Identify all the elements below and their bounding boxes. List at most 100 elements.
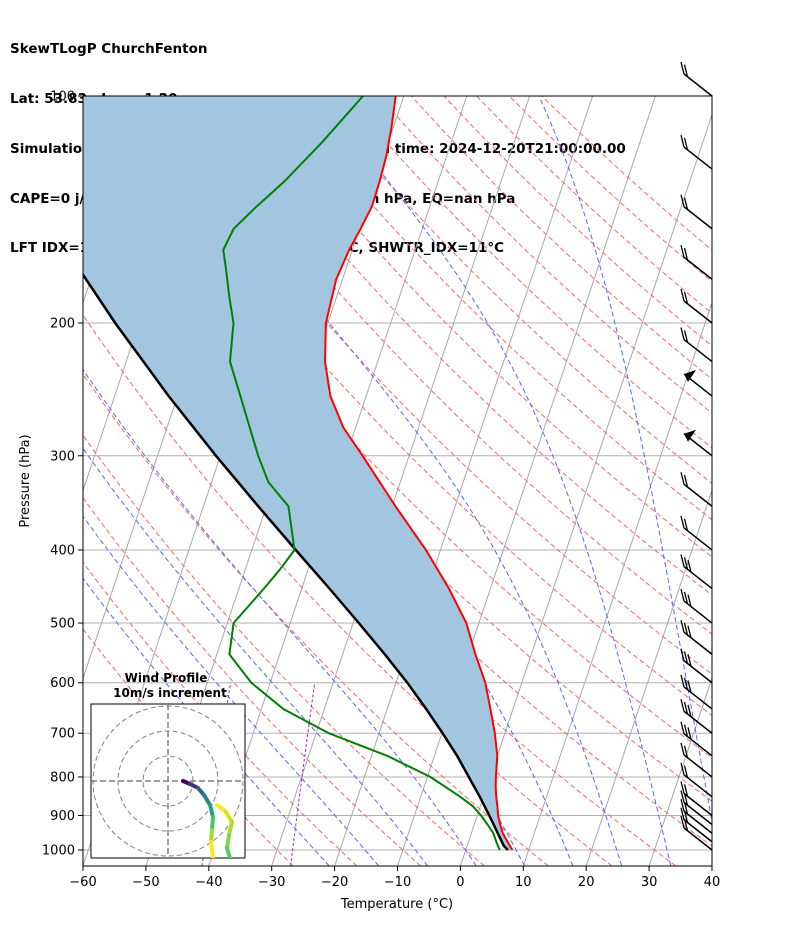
wind-barb: [683, 429, 713, 457]
wind-barb-pennant: [684, 370, 696, 383]
wind-barb: [680, 781, 713, 817]
wind-barb: [680, 648, 713, 684]
wind-barb-feather: [683, 651, 689, 664]
isotherm-line: [775, 96, 794, 866]
dry-adiabat: [83, 256, 677, 866]
wind-barb: [680, 742, 713, 778]
dry-adiabat: [117, 96, 712, 717]
hodograph-trace-segment: [210, 815, 215, 832]
wind-barb-feather: [687, 654, 692, 667]
wind-barb-feather: [680, 327, 685, 340]
wind-barb-staff: [683, 256, 713, 280]
x-tick-label: 20: [578, 875, 595, 890]
wind-barb-staff: [683, 206, 713, 230]
cin-shading: [83, 96, 513, 850]
hodograph-trace-segment: [209, 828, 214, 844]
wind-barb: [680, 790, 713, 826]
wind-barb-feather: [680, 762, 685, 775]
dry-adiabat: [313, 96, 712, 485]
moist-adiabat: [83, 368, 477, 866]
dry-adiabat: [248, 96, 712, 558]
x-tick-label: −10: [384, 875, 411, 890]
wind-barb-staff: [683, 810, 713, 834]
wind-barb-feather: [683, 291, 689, 304]
wind-barb-feather: [683, 557, 689, 570]
wind-barb-feather: [683, 784, 689, 797]
wind-barb: [680, 194, 713, 230]
moist-adiabat: [538, 96, 712, 824]
x-tick-label: 10: [515, 875, 532, 890]
x-axis-label: Temperature (°C): [340, 897, 453, 912]
axes: −60 −50 −40 −30 −20 −10 0 10 20 30 40 100 200 300 400 5…: [42, 90, 720, 891]
dry-adiabat: [83, 373, 549, 866]
x-tick-label: 30: [641, 875, 658, 890]
dry-adiabat: [508, 96, 712, 283]
wind-barb-feather: [683, 793, 689, 806]
wind-barb: [680, 721, 713, 757]
y-tick-label: 700: [50, 727, 75, 742]
wind-barb: [680, 61, 713, 97]
dry-adiabat: [541, 96, 712, 251]
wind-barb-feather: [680, 815, 685, 829]
wind-barb-pennant: [684, 429, 696, 442]
wind-barb-feather: [683, 197, 689, 210]
wind-barb-feather: [687, 704, 692, 717]
wind-barb-staff: [683, 710, 713, 734]
wind-barb-feather: [680, 790, 685, 803]
hodograph-trace-segment: [225, 846, 232, 858]
moist-adiabat: [158, 96, 623, 866]
hodograph-title: Wind Profile: [125, 671, 208, 685]
y-tick-label: 100: [50, 90, 75, 105]
wind-barb-feather: [680, 620, 685, 633]
hodograph-subtitle: 10m/s increment: [113, 686, 227, 700]
wind-barb-feather: [683, 247, 689, 261]
wind-barb-feather: [680, 699, 685, 712]
wind-barb-staff: [683, 660, 713, 684]
wind-barb-feather: [680, 61, 685, 75]
y-axis-label: Pressure (hPa): [18, 434, 33, 527]
wind-barb-staff: [683, 774, 713, 798]
x-tick-label: −30: [258, 875, 285, 890]
wind-barbs: [680, 61, 713, 851]
wind-barb-feather: [683, 724, 689, 737]
x-tick-label: 0: [456, 875, 464, 890]
dry-adiabat: [83, 561, 358, 866]
chart-title: SkewTLogP ChurchFenton: [10, 41, 208, 58]
wind-barb-feather: [683, 137, 689, 151]
wind-barb-feather: [683, 591, 689, 604]
wind-barb-feather: [680, 742, 685, 756]
wind-barb-feather: [687, 594, 692, 607]
wind-barb-staff: [683, 527, 713, 551]
wind-barb-feather: [687, 625, 692, 639]
wind-barb: [683, 370, 713, 397]
x-tick-label: −50: [132, 875, 159, 890]
wind-barb-feather: [683, 330, 689, 343]
wind-barb: [680, 620, 713, 655]
plot-lines: [83, 96, 514, 851]
hodograph-trace-segment: [225, 833, 231, 850]
wind-barb-feather: [683, 677, 689, 690]
hodograph-trace-segment: [227, 820, 234, 837]
wind-barb-staff: [683, 827, 713, 851]
wind-barb-feather: [680, 134, 685, 148]
temperature-line: [323, 96, 514, 851]
isotherm-line: [522, 301, 712, 866]
wind-barb-feather: [680, 288, 685, 302]
wind-barb-staff: [683, 819, 713, 843]
isotherm-line: [83, 96, 90, 117]
wind-barb-feather: [683, 765, 689, 778]
wind-barb: [680, 554, 713, 590]
dry-adiabat: [378, 96, 712, 414]
parcel-profile-line: [83, 272, 509, 851]
wind-barb-staff: [683, 338, 713, 363]
isotherm-line: [711, 864, 712, 866]
wind-barb-staff: [683, 483, 713, 507]
y-tick-label: 300: [50, 449, 75, 464]
wind-barb-feather: [680, 554, 685, 567]
x-tick-label: −60: [69, 875, 96, 890]
wind-barb-feather: [687, 680, 692, 693]
y-tick-label: 900: [50, 809, 75, 824]
wind-barb-feather: [680, 194, 685, 207]
y-tick-label: 800: [50, 770, 75, 785]
